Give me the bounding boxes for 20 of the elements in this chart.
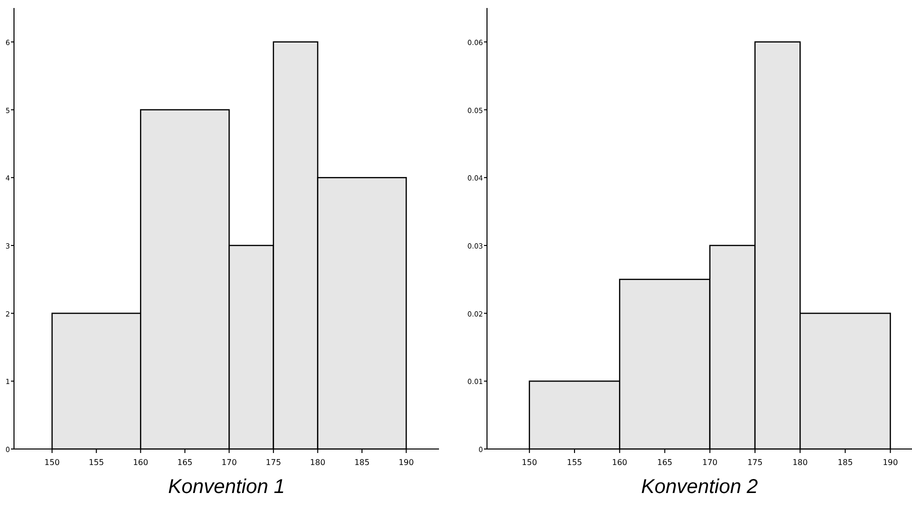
x-tick-label: 160 <box>612 458 628 467</box>
x-tick-label: 150 <box>522 458 538 467</box>
x-tick-label: 185 <box>838 458 853 467</box>
x-tick-label: 170 <box>702 458 718 467</box>
x-axis-title: Konvention 2 <box>641 476 758 498</box>
x-tick-label: 175 <box>266 458 282 467</box>
x-tick-label: 165 <box>657 458 672 467</box>
x-tick-label: 150 <box>44 458 60 467</box>
x-tick-label: 185 <box>354 458 370 467</box>
x-axis-title: Konvention 1 <box>168 476 285 498</box>
x-tick-label: 180 <box>310 458 326 467</box>
x-tick-label: 180 <box>792 458 808 467</box>
x-tick-label: 165 <box>177 458 193 467</box>
x-tick-label: 175 <box>747 458 763 467</box>
x-tick-label: 170 <box>222 458 237 467</box>
x-tick-label: 190 <box>882 458 898 467</box>
x-tick-label: 160 <box>132 458 148 467</box>
x-tick-label: 190 <box>398 458 414 467</box>
x-tick-label: 155 <box>566 458 582 467</box>
x-tick-label: 155 <box>88 458 104 467</box>
